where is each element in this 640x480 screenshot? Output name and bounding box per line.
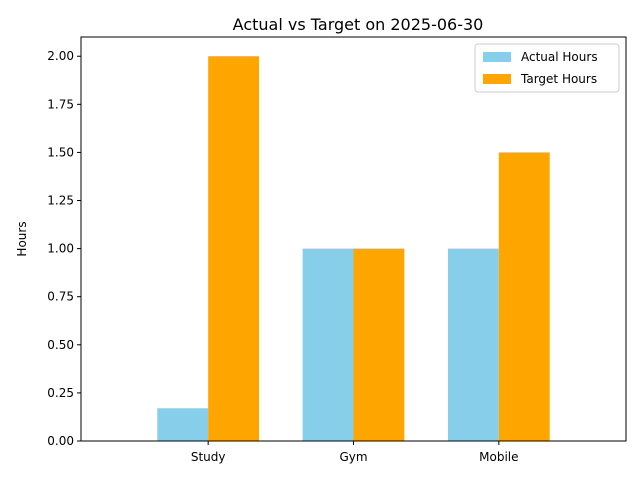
- y-tick-label: 0.50: [47, 338, 74, 352]
- y-tick-label: 1.75: [47, 97, 74, 111]
- y-tick-label: 0.00: [47, 434, 74, 448]
- x-tick-label-mobile: Mobile: [479, 450, 518, 464]
- bar-mobile-actual: [447, 248, 499, 441]
- legend-label-target: Target Hours: [520, 72, 597, 86]
- y-axis-label: Hours: [15, 221, 29, 256]
- bar-gym-target: [353, 248, 405, 441]
- y-tick-label: 2.00: [47, 49, 74, 63]
- x-tick-label-study: Study: [191, 450, 226, 464]
- bar-gym-actual: [302, 248, 354, 441]
- legend-swatch-actual: [483, 52, 511, 62]
- chart-title: Actual vs Target on 2025-06-30: [233, 15, 484, 34]
- x-tick-label-gym: Gym: [339, 450, 367, 464]
- y-tick-label: 0.25: [47, 386, 74, 400]
- x-axis: Study Gym Mobile: [191, 441, 519, 464]
- bar-mobile-target: [498, 152, 550, 441]
- bar-study-actual: [157, 408, 209, 441]
- plot-area: [157, 56, 550, 441]
- bar-study-target: [208, 56, 260, 441]
- y-axis: 0.00 0.25 0.50 0.75 1.00 1.25 1.50 1.75 2.00: [47, 49, 81, 448]
- y-tick-label: 1.25: [47, 194, 74, 208]
- y-tick-label: 1.00: [47, 242, 74, 256]
- y-tick-label: 0.75: [47, 290, 74, 304]
- legend: Actual Hours Target Hours: [474, 43, 620, 93]
- legend-swatch-target: [483, 74, 511, 84]
- legend-label-actual: Actual Hours: [521, 50, 598, 64]
- y-tick-label: 1.50: [47, 145, 74, 159]
